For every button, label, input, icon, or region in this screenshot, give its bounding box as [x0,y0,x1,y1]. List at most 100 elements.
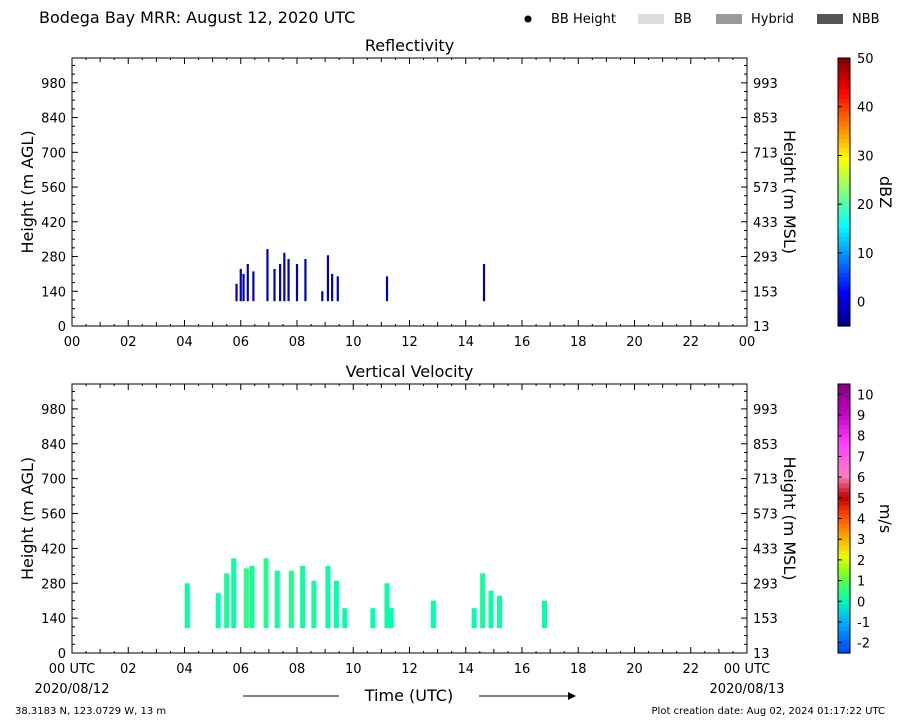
colorbar-segment [838,572,850,578]
y-tick-label-right: 573 [753,508,778,523]
data-column [273,268,276,302]
colorbar-segment [838,540,850,546]
colorbar-tick-label: 40 [857,101,874,116]
y-tick-label-right: 713 [753,473,778,488]
colorbar-segment [838,518,850,524]
colorbar-segment [838,58,850,64]
x-tick-label: 02 [120,335,137,350]
colorbar-segment [838,75,850,81]
x-tick-label: 00 UTC [724,662,770,677]
panel-title: Vertical Velocity [346,362,474,381]
colorbar-tick-label: 0 [857,296,865,311]
colorbar-segment [838,446,850,452]
colorbar-segment [838,89,850,95]
plot-frame [71,57,748,327]
colorbar-segment [838,107,850,113]
colorbar-segment [838,160,850,166]
colorbar-segment [838,321,850,327]
colorbar-tick-label: 5 [857,492,865,507]
y-tick-label-right: 713 [753,146,778,161]
colorbar-segment [838,410,850,416]
colorbar-segment [838,317,850,323]
data-column [249,565,255,629]
colorbar-tick-label: 3 [857,533,865,548]
x-tick-label: 00 [64,335,81,350]
colorbar-segment [838,558,850,564]
y-tick-label-left: 700 [41,473,66,488]
colorbar-segment [838,218,850,224]
colorbar-segment [838,263,850,269]
legend-label: Hybrid [751,12,794,27]
data-column [242,273,245,302]
colorbar-segment [838,581,850,587]
colorbar-segment [838,276,850,282]
colorbar-segment [838,608,850,614]
data-column [239,268,242,302]
colorbar-segment [838,259,850,265]
y-tick-label-left: 700 [41,146,66,161]
x-tick-label: 04 [176,662,193,677]
x-tick-label: 20 [626,335,643,350]
colorbar-segment [838,401,850,408]
colorbar-segment [838,451,850,457]
x-tick-label: 06 [232,335,249,350]
colorbar-segment [838,433,850,439]
colorbar-segment [838,187,850,193]
y-tick-label-left: 980 [41,77,66,92]
colorbar-segment [838,93,850,99]
x-date-start: 2020/08/12 [35,682,110,697]
colorbar-segment [838,223,850,229]
colorbar-segment [838,626,850,632]
colorbar-segment [838,491,850,497]
colorbar-segment [838,621,850,627]
colorbar-segment [838,603,850,609]
data-column [243,568,249,629]
colorbar-segment [838,71,850,77]
arrowhead-icon [568,692,576,700]
data-column [480,573,486,629]
y-tick-label-right: 293 [753,251,778,266]
colorbar-tick-label: 9 [857,409,865,424]
colorbar-segment [838,102,850,108]
y-tick-label-right: 293 [753,577,778,592]
x-tick-label: 22 [682,662,699,677]
colorbar-segment [838,384,850,390]
x-tick-label: 06 [232,662,249,677]
colorbar-segment [838,209,850,215]
y-axis-label-left: Height (m AGL) [18,130,37,253]
colorbar-segment [838,80,850,86]
legend-label: BB [674,12,692,27]
colorbar-segment [838,545,850,551]
colorbar-segment [838,473,850,479]
x-tick-label: 12 [401,335,418,350]
colorbar-segment [838,585,850,591]
data-column [311,580,317,629]
colorbar-segment [838,635,850,641]
x-tick-label: 16 [514,662,531,677]
x-tick-label: 04 [176,335,193,350]
x-tick-label: 12 [401,662,418,677]
colorbar-segment [838,272,850,278]
data-column [300,565,306,629]
colorbar-tick-label: 8 [857,430,865,445]
footer-location: 38.3183 N, 123.0729 W, 13 m [15,706,166,717]
colorbar-segment [838,294,850,300]
colorbar-tick-label: 4 [857,513,865,528]
y-tick-label-left: 560 [41,508,66,523]
colorbar-segment [838,290,850,296]
colorbar-segment [838,147,850,153]
colorbar-segment [838,116,850,122]
data-column [287,259,290,302]
colorbar-segment [838,111,850,117]
colorbar-tick-label: 20 [857,198,874,213]
data-column [325,565,331,629]
colorbar-segment [838,469,850,475]
colorbar-segment [838,500,850,506]
y-tick-label-left: 0 [58,320,66,335]
y-tick-label-left: 0 [58,647,66,662]
colorbar-segment [838,165,850,171]
colorbar-segment [838,505,850,511]
colorbar-label: m/s [876,504,895,533]
colorbar-segment [838,442,850,448]
